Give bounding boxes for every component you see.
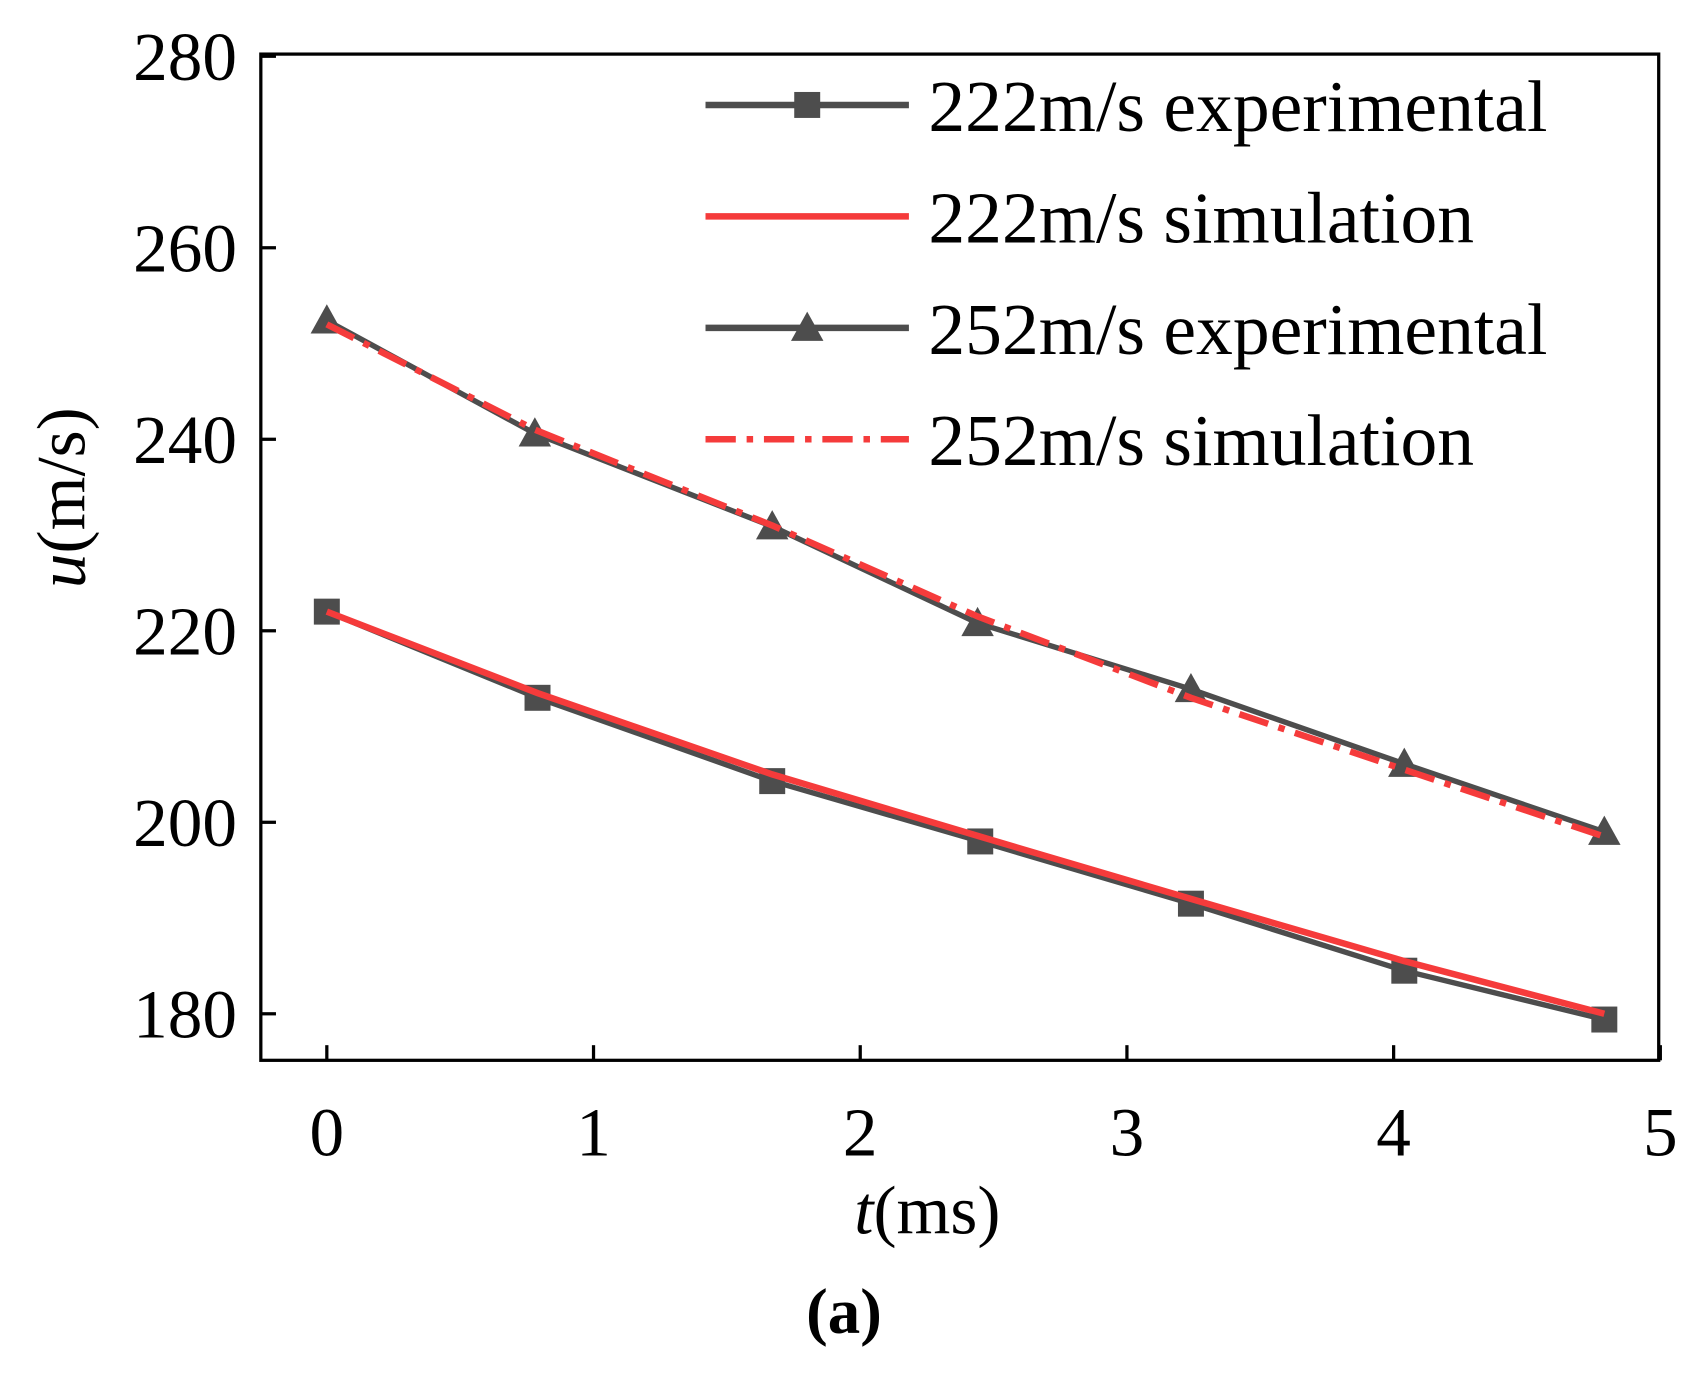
triangle-marker [1588, 815, 1621, 845]
x-tick-label: 3 [1110, 1094, 1145, 1171]
triangle-marker [961, 606, 994, 637]
y-tick-label: 260 [133, 210, 237, 287]
y-axis-label: u(m/s) [22, 407, 99, 588]
series-2 [310, 304, 1621, 845]
figure-caption: (a) [806, 1276, 882, 1348]
legend-label: 252m/s experimental [928, 288, 1547, 370]
square-marker [794, 91, 821, 118]
y-tick-label: 200 [133, 784, 237, 861]
data-point [1588, 815, 1621, 845]
triangle-marker [790, 311, 824, 341]
legend-item: 222m/s experimental [705, 65, 1547, 147]
y-tick-label: 220 [133, 593, 237, 670]
x-tick-label: 4 [1376, 1094, 1411, 1171]
y-tick-label: 280 [133, 18, 237, 95]
x-tick-label: 1 [576, 1094, 611, 1171]
triangle-marker [1174, 672, 1208, 703]
x-axis-label: t(ms) [854, 1171, 1000, 1248]
y-tick-label: 240 [133, 401, 237, 478]
series-line [325, 608, 1606, 1017]
legend-item: 252m/s experimental [705, 288, 1547, 370]
y-tick-label: 180 [133, 976, 237, 1053]
series-1 [325, 608, 1606, 1017]
plot-frame [259, 52, 1661, 1062]
series-line [325, 318, 1606, 835]
legend-label: 222m/s simulation [928, 176, 1474, 258]
legend-item: 222m/s simulation [705, 176, 1474, 258]
x-tick-label: 0 [310, 1094, 345, 1171]
legend-item: 252m/s simulation [705, 399, 1474, 481]
legend-label: 252m/s simulation [928, 399, 1474, 481]
x-tick-label: 2 [843, 1094, 878, 1171]
data-point [961, 606, 994, 637]
data-point [1174, 672, 1208, 703]
series-3 [325, 321, 1606, 840]
series-line [325, 321, 1606, 840]
legend-label: 222m/s experimental [928, 65, 1547, 147]
x-tick-label: 5 [1643, 1094, 1678, 1171]
